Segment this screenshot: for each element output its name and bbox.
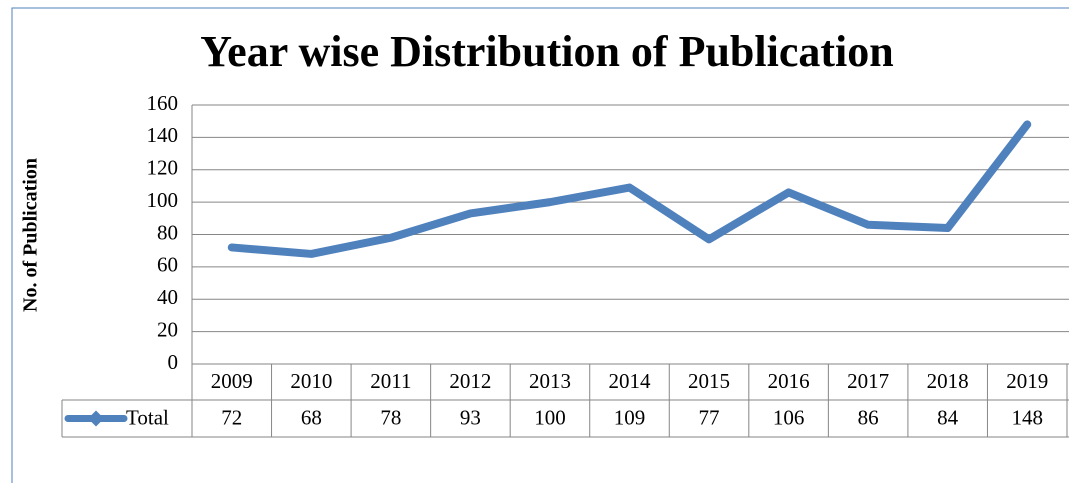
table-value: 148 (1011, 405, 1043, 429)
x-tick-label: 2010 (290, 369, 332, 393)
table-value: 77 (699, 405, 720, 429)
x-tick-label: 2015 (688, 369, 730, 393)
chart-frame (11, 7, 1069, 483)
table-value: 93 (460, 405, 481, 429)
x-tick-label: 2009 (211, 369, 253, 393)
y-tick-label: 160 (147, 91, 179, 115)
table-value: 72 (221, 405, 242, 429)
table-value: 78 (380, 405, 401, 429)
x-tick-label: 2014 (609, 369, 652, 393)
y-tick-label: 20 (157, 317, 178, 341)
legend-marker (88, 410, 104, 427)
y-tick-label: 60 (157, 253, 178, 277)
x-tick-label: 2017 (847, 369, 889, 393)
data-line (227, 120, 1032, 258)
table-value: 109 (614, 405, 646, 429)
table-value: 100 (534, 405, 566, 429)
x-tick-label: 2012 (449, 369, 491, 393)
y-tick-label: 40 (157, 285, 178, 309)
y-tick-label: 100 (147, 188, 179, 212)
table-value: 68 (301, 405, 322, 429)
x-tick-label: 2018 (927, 369, 969, 393)
y-tick-label: 0 (168, 350, 179, 374)
chart-title: Year wise Distribution of Publication (200, 27, 893, 76)
table-value: 84 (937, 405, 959, 429)
x-tick-label: 2013 (529, 369, 571, 393)
y-axis-title: No. of Publication (20, 158, 42, 312)
table-value: 86 (858, 405, 879, 429)
x-tick-label: 2019 (1006, 369, 1048, 393)
legend-label: Total (126, 405, 169, 429)
y-tick-label: 80 (157, 220, 178, 244)
y-tick-label: 140 (147, 123, 179, 147)
x-tick-label: 2016 (768, 369, 810, 393)
table-value: 106 (773, 405, 805, 429)
y-tick-label: 120 (147, 156, 179, 180)
x-tick-label: 2011 (370, 369, 411, 393)
